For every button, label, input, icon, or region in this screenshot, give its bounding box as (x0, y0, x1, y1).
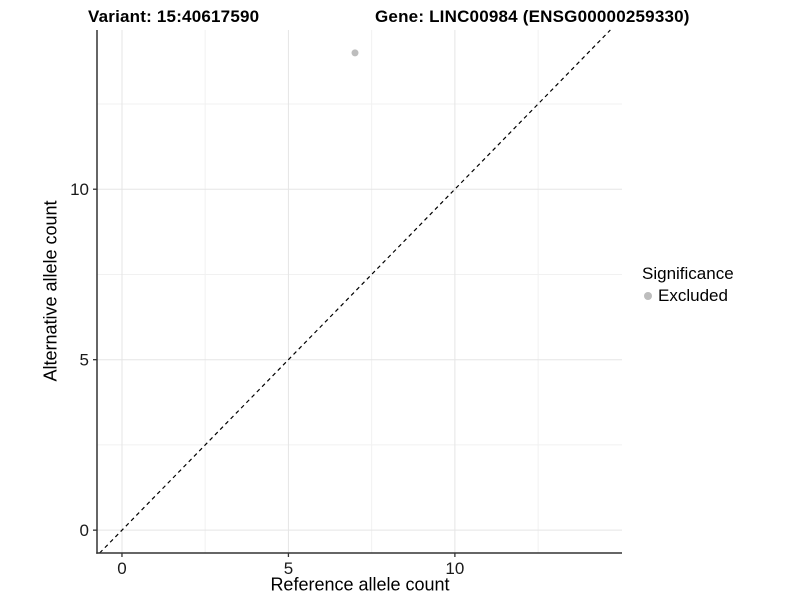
y-tick-label: 10 (70, 180, 89, 199)
x-tick-label: 10 (445, 559, 464, 578)
data-point (351, 49, 359, 57)
legend: Significance Excluded (642, 264, 734, 306)
y-tick-label: 0 (80, 521, 89, 540)
x-axis-title: Reference allele count (270, 574, 450, 595)
y-tick-label: 5 (80, 351, 89, 370)
gene-title: Gene: LINC00984 (ENSG00000259330) (375, 7, 690, 26)
legend-title: Significance (642, 264, 734, 283)
legend-dot-icon (644, 292, 652, 300)
variant-title: Variant: 15:40617590 (88, 7, 260, 26)
legend-item-label: Excluded (658, 286, 728, 305)
identity-line (99, 29, 611, 554)
x-tick-label: 5 (284, 559, 293, 578)
x-tick-label: 0 (117, 559, 126, 578)
legend-item: Excluded (642, 286, 734, 306)
